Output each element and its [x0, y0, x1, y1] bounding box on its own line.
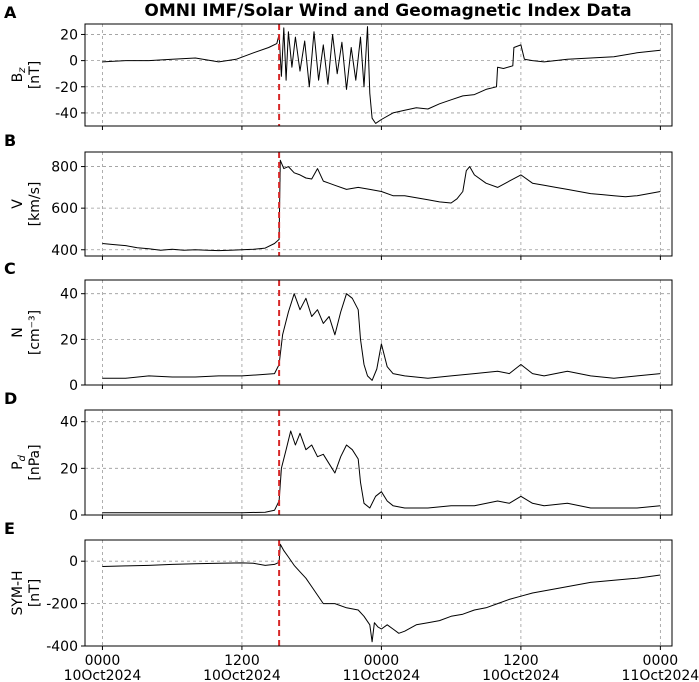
plot-frame — [84, 151, 673, 257]
y-axis-label: Pd[nPa] — [10, 444, 43, 480]
series-line — [102, 543, 661, 643]
x-tick-time-label: 0000 — [364, 653, 400, 669]
series-line — [102, 430, 661, 514]
panel-d: 40 20 0 D Pd[nPa] — [4, 389, 673, 524]
y-axis-label-main: N — [10, 327, 26, 337]
x-tick-date-label: 11Oct2024 — [343, 668, 421, 682]
panel-e: 0 -200 -400 E SYM-H[nT] — [4, 519, 673, 655]
y-axis-label-unit: [nT] — [27, 61, 43, 89]
x-tick-time-label: 1200 — [503, 653, 539, 669]
y-axis-label-unit: [nT] — [27, 579, 43, 607]
y-axis-label-unit: [nPa] — [27, 444, 43, 480]
x-tick-time-label: 0000 — [85, 653, 121, 669]
y-tick-label: 0 — [69, 378, 78, 394]
y-axis-label-main: SYM-H — [10, 570, 26, 615]
panel-c: 40 20 0 C N[cm⁻³] — [4, 259, 673, 394]
plot-frame — [84, 539, 673, 647]
y-tick-label: 20 — [60, 461, 78, 477]
plot-frame — [84, 23, 673, 127]
panel-label: E — [4, 519, 15, 538]
y-axis-label-unit: [cm⁻³] — [27, 310, 43, 355]
panel-label: B — [4, 131, 16, 150]
y-tick-label: 600 — [51, 201, 78, 217]
y-tick-label: -20 — [55, 80, 78, 96]
panel-b: 800 600 400 B V[km/s] — [4, 131, 673, 260]
y-tick-label: -200 — [46, 597, 78, 613]
y-tick-label: 0 — [69, 508, 78, 524]
y-axis-label-main: B — [10, 73, 26, 83]
y-tick-label: 0 — [69, 54, 78, 70]
x-tick-time-label: 0000 — [643, 653, 679, 669]
x-tick-date-label: 11Oct2024 — [622, 668, 699, 682]
y-axis-label-main: V — [10, 199, 26, 209]
x-tick-time-label: 1200 — [224, 653, 260, 669]
y-axis-label-main: P — [10, 461, 26, 469]
x-tick-date-label: 10Oct2024 — [482, 668, 560, 682]
y-tick-label: 40 — [60, 415, 78, 431]
x-tick-date-label: 10Oct2024 — [203, 668, 281, 682]
y-tick-label: 40 — [60, 287, 78, 303]
plot-frame — [84, 409, 673, 516]
y-tick-label: 0 — [69, 554, 78, 570]
figure-title: OMNI IMF/Solar Wind and Geomagnetic Inde… — [144, 1, 631, 21]
series-line — [102, 159, 661, 252]
y-axis-label: V[km/s] — [10, 182, 43, 227]
y-tick-label: 800 — [51, 160, 78, 176]
panel-a: 20 0 -20 -40 A Bz[nT] — [4, 3, 673, 130]
y-axis-label-unit: [km/s] — [27, 182, 43, 227]
y-axis-label-subscript: d — [17, 454, 28, 461]
panels: 200-20-40ABz[nT]800600400BV[km/s]40200CN… — [4, 3, 673, 655]
y-tick-label: -400 — [46, 639, 78, 655]
series-line — [102, 293, 661, 381]
x-axis: 000010Oct2024120010Oct2024000011Oct20241… — [64, 653, 699, 682]
y-tick-label: 400 — [51, 243, 78, 259]
y-tick-label: 20 — [60, 332, 78, 348]
y-axis-label-subscript: z — [17, 67, 28, 74]
y-tick-label: 20 — [60, 27, 78, 43]
panel-label: D — [4, 389, 17, 408]
x-tick-date-label: 10Oct2024 — [64, 668, 142, 682]
panel-label: A — [4, 3, 17, 22]
panel-label: C — [4, 259, 16, 278]
y-tick-label: -40 — [55, 106, 78, 122]
y-axis-label: Bz[nT] — [10, 61, 43, 89]
y-axis-label: SYM-H[nT] — [10, 570, 43, 615]
y-axis-label: N[cm⁻³] — [10, 310, 43, 355]
plot-frame — [84, 279, 673, 386]
